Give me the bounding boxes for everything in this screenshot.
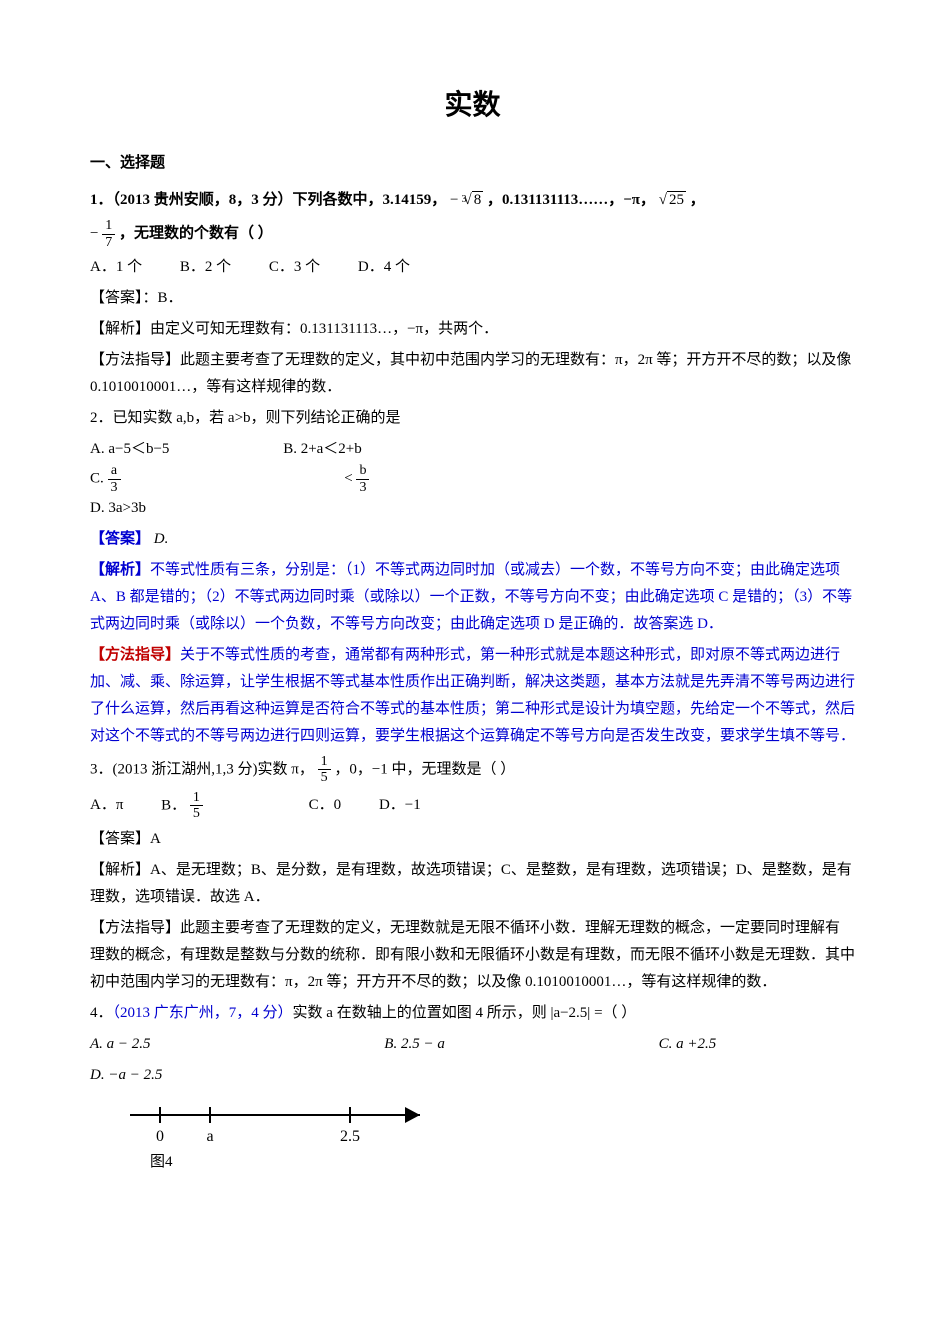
q2-fangfa: 【方法指导】关于不等式性质的考查，通常都有两种形式，第一种形式就是本题这种形式，… bbox=[90, 642, 855, 750]
frac-a-num: a bbox=[108, 463, 121, 479]
q4-opt-d: D. −a − 2.5 bbox=[90, 1067, 162, 1083]
optA-pre: A. a bbox=[90, 441, 115, 457]
q1-options: A．1 个 B．2 个 C．3 个 D．4 个 bbox=[90, 254, 855, 281]
q1-opt-a: A．1 个 bbox=[90, 254, 142, 281]
q1-answer: 【答案】：B． bbox=[90, 285, 855, 312]
q4-num: 4． bbox=[90, 1005, 113, 1021]
ff-text: 此题主要考查了无理数的定义，其中初中范围内学习的无理数有：π，2π 等；开方开不… bbox=[90, 352, 851, 395]
frac-b-den: 3 bbox=[356, 480, 369, 495]
optA-mid: −5＜b bbox=[115, 441, 153, 457]
answer-label: 【答案】 bbox=[90, 531, 150, 547]
q4-options-row2: D. −a − 2.5 bbox=[90, 1062, 855, 1089]
number-line-figure: 0 a 2.5 bbox=[120, 1095, 450, 1145]
q1-stem-a: 1．（2013 贵州安顺，8，3 分）下列各数中，3.14159， bbox=[90, 192, 446, 208]
q3-answer: 【答案】A bbox=[90, 826, 855, 853]
q1-jiexi: 【解析】由定义可知无理数有：0.131131113…，−π，共两个． bbox=[90, 316, 855, 343]
q2-opt-a: A. a−5＜b−5 bbox=[90, 436, 169, 463]
optB-pre: B． bbox=[161, 797, 186, 813]
q3-opt-b: B． 15 bbox=[161, 790, 271, 822]
q1-opt-d: D．4 个 bbox=[358, 254, 410, 281]
page-title: 实数 bbox=[90, 80, 855, 130]
q2-jiexi: 【解析】不等式性质有三条，分别是：（1）不等式两边同时加（或减去）一个数，不等号… bbox=[90, 557, 855, 638]
q2-options: A. a−5＜b−5 B. 2+a＜2+b C. a3 < b3 D. 3a>3… bbox=[90, 436, 855, 522]
ff-label: 【方法指导】 bbox=[90, 352, 180, 368]
optC-pre: C. bbox=[90, 471, 108, 487]
q3-stem-a: 3．(2013 浙江湖州,1,3 分)实数 π， bbox=[90, 761, 314, 777]
q4-opt-c: C. a +2.5 bbox=[659, 1031, 717, 1058]
q4-opt-a: A. a − 2.5 bbox=[90, 1031, 151, 1058]
ff-label: 【方法指导】 bbox=[90, 647, 180, 663]
numerator: 1 bbox=[102, 218, 115, 234]
q4-options-row1: A. a − 2.5 B. 2.5 − a C. a +2.5 bbox=[90, 1031, 855, 1058]
figure-caption: 图4 bbox=[150, 1149, 855, 1176]
jiexi-text: A、是无理数；B、是分数，是有理数，故选项错误；C、是整数，是有理数，选项错误；… bbox=[90, 862, 852, 905]
neg-sign: − bbox=[450, 192, 458, 208]
radicand: 8 bbox=[472, 191, 484, 208]
q2-opt-b: B. 2+a＜2+b bbox=[283, 436, 362, 463]
radicand-25: 25 bbox=[667, 191, 686, 208]
svg-text:2.5: 2.5 bbox=[340, 1128, 360, 1145]
frac-1-5: 1 5 bbox=[318, 754, 331, 786]
q2-answer: 【答案】 D. bbox=[90, 526, 855, 553]
numerator: 1 bbox=[190, 790, 203, 806]
answer-value: D. bbox=[154, 531, 169, 547]
q1-stem-line1: 1．（2013 贵州安顺，8，3 分）下列各数中，3.14159， −38 ，0… bbox=[90, 187, 855, 214]
ff-text: 关于不等式性质的考查，通常都有两种形式，第一种形式就是本题这种形式，即对原不等式… bbox=[90, 647, 855, 744]
jiexi-label: 【解析】 bbox=[90, 862, 150, 878]
answer-label: 【答案】 bbox=[90, 831, 150, 847]
q1-stem-c: ， bbox=[690, 192, 705, 208]
q2-opt-d: D. 3a>3b bbox=[90, 495, 146, 522]
q3-opt-c: C．0 bbox=[309, 792, 342, 819]
q1-opt-b: B．2 个 bbox=[180, 254, 231, 281]
q2-stem: 2．已知实数 a,b，若 a>b，则下列结论正确的是 bbox=[90, 405, 855, 432]
q3-opt-d: D．−1 bbox=[379, 792, 421, 819]
q4-stem: 4．（2013 广东广州，7，4 分）实数 a 在数轴上的位置如图 4 所示，则… bbox=[90, 1000, 855, 1027]
denominator: 5 bbox=[318, 770, 331, 785]
q3-stem-b: ，0，−1 中，无理数是（ ） bbox=[334, 761, 515, 777]
frac-1-7: 1 7 bbox=[102, 218, 115, 250]
neg-sign: − bbox=[90, 226, 98, 242]
q3-jiexi: 【解析】A、是无理数；B、是分数，是有理数，故选项错误；C、是整数，是有理数，选… bbox=[90, 857, 855, 911]
q4-opt-b: B. 2.5 − a bbox=[384, 1031, 445, 1058]
answer-value: B． bbox=[158, 290, 183, 306]
answer-label: 【答案】： bbox=[90, 290, 158, 306]
lt-sign: < bbox=[344, 471, 356, 487]
q1-opt-c: C．3 个 bbox=[269, 254, 320, 281]
answer-value: A bbox=[150, 831, 161, 847]
jiexi-label: 【解析】 bbox=[90, 562, 150, 578]
numerator: 1 bbox=[318, 754, 331, 770]
q3-stem: 3．(2013 浙江湖州,1,3 分)实数 π， 1 5 ，0，−1 中，无理数… bbox=[90, 754, 855, 786]
q1-cuberoot: −38 bbox=[450, 192, 487, 208]
q4-source: （2013 广东广州，7，4 分） bbox=[113, 1005, 293, 1021]
q1-fangfa: 【方法指导】此题主要考查了无理数的定义，其中初中范围内学习的无理数有：π，2π … bbox=[90, 347, 855, 401]
q1-stem-b: ，0.131131113……，−π， bbox=[487, 192, 655, 208]
svg-text:a: a bbox=[206, 1128, 213, 1145]
denominator: 7 bbox=[102, 235, 115, 250]
sqrt25: 25 bbox=[659, 187, 686, 214]
q2-opt-c: C. a3 < b3 bbox=[90, 463, 589, 495]
ff-text: 此题主要考查了无理数的定义，无理数就是无限不循环小数．理解无理数的概念，一定要同… bbox=[90, 920, 855, 990]
q3-fangfa: 【方法指导】此题主要考查了无理数的定义，无理数就是无限不循环小数．理解无理数的概… bbox=[90, 915, 855, 996]
section-heading: 一、选择题 bbox=[90, 150, 855, 177]
frac-b-num: b bbox=[356, 463, 369, 479]
jiexi-label: 【解析】 bbox=[90, 321, 150, 337]
optA-suf: −5 bbox=[153, 441, 169, 457]
q4-stem-text: 实数 a 在数轴上的位置如图 4 所示，则 |a−2.5| =（ ） bbox=[293, 1005, 637, 1021]
ff-label: 【方法指导】 bbox=[90, 920, 180, 936]
frac-a-den: 3 bbox=[108, 480, 121, 495]
q3-options: A．π B． 15 C．0 D．−1 bbox=[90, 790, 855, 822]
jiexi-text: 由定义可知无理数有：0.131131113…，−π，共两个． bbox=[150, 321, 498, 337]
jiexi-text: 不等式性质有三条，分别是：（1）不等式两边同时加（或减去）一个数，不等号方向不变… bbox=[90, 562, 852, 632]
denominator: 5 bbox=[190, 806, 203, 821]
q1-stem-d: ，无理数的个数有（ ） bbox=[119, 226, 273, 242]
q3-opt-a: A．π bbox=[90, 792, 123, 819]
svg-text:0: 0 bbox=[156, 1128, 164, 1145]
q1-stem-line2: − 1 7 ，无理数的个数有（ ） bbox=[90, 218, 855, 250]
